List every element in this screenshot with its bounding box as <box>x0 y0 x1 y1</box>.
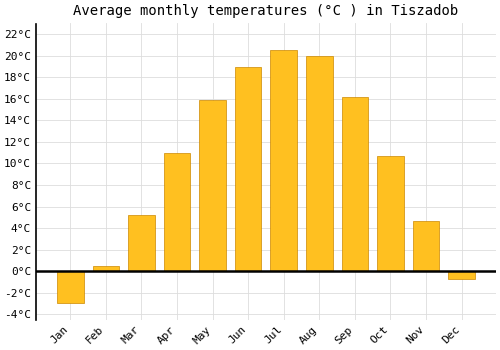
Bar <box>199 100 226 271</box>
Title: Average monthly temperatures (°C ) in Tiszadob: Average monthly temperatures (°C ) in Ti… <box>74 4 458 18</box>
Bar <box>377 156 404 271</box>
Bar <box>92 266 119 271</box>
Bar <box>270 50 297 271</box>
Bar <box>412 220 440 271</box>
Bar <box>448 271 475 279</box>
Bar <box>235 66 262 271</box>
Bar <box>164 153 190 271</box>
Bar <box>57 271 84 303</box>
Bar <box>342 97 368 271</box>
Bar <box>128 215 155 271</box>
Bar <box>306 56 332 271</box>
